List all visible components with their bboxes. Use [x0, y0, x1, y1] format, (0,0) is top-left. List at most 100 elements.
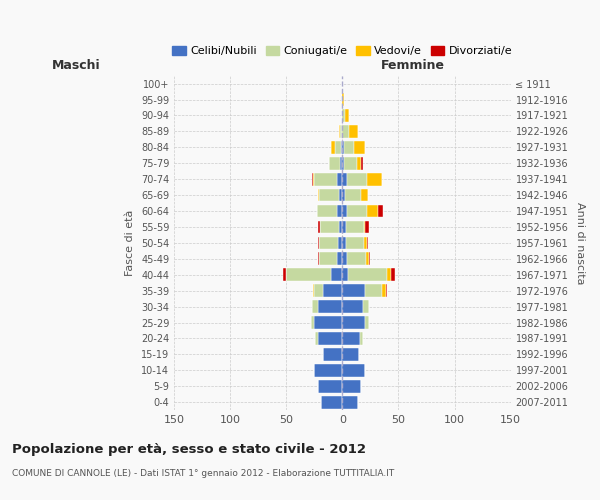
Bar [314, 316, 343, 329]
Bar [361, 157, 362, 170]
Bar [353, 141, 365, 154]
Bar [337, 173, 343, 186]
Bar [318, 300, 343, 313]
Bar [357, 157, 361, 170]
Bar [344, 141, 353, 154]
Bar [283, 268, 286, 281]
Bar [343, 268, 348, 281]
Bar [364, 236, 367, 250]
Bar [313, 173, 314, 186]
Bar [343, 380, 361, 392]
Bar [311, 316, 314, 329]
Bar [316, 332, 318, 345]
Bar [286, 268, 331, 281]
Text: Femmine: Femmine [381, 60, 445, 72]
Bar [343, 141, 344, 154]
Bar [343, 316, 365, 329]
Bar [364, 220, 365, 234]
Bar [339, 125, 340, 138]
Bar [318, 380, 343, 392]
Y-axis label: Fasce di età: Fasce di età [125, 210, 136, 276]
Bar [343, 204, 347, 218]
Bar [349, 125, 358, 138]
Bar [343, 252, 347, 265]
Bar [337, 252, 343, 265]
Bar [369, 252, 370, 265]
Text: COMUNE DI CANNOLE (LE) - Dati ISTAT 1° gennaio 2012 - Elaborazione TUTTITALIA.IT: COMUNE DI CANNOLE (LE) - Dati ISTAT 1° g… [12, 469, 394, 478]
Bar [382, 284, 386, 297]
Bar [314, 364, 343, 376]
Bar [329, 157, 340, 170]
Bar [343, 348, 359, 361]
Y-axis label: Anni di nascita: Anni di nascita [575, 202, 585, 284]
Bar [386, 284, 387, 297]
Bar [319, 236, 338, 250]
Bar [318, 220, 320, 234]
Bar [321, 396, 343, 408]
Bar [340, 157, 343, 170]
Bar [312, 300, 318, 313]
Legend: Celibi/Nubili, Coniugati/e, Vedovi/e, Divorziati/e: Celibi/Nubili, Coniugati/e, Vedovi/e, Di… [168, 41, 517, 60]
Bar [337, 204, 343, 218]
Bar [318, 236, 319, 250]
Bar [348, 268, 387, 281]
Text: Maschi: Maschi [52, 60, 101, 72]
Bar [338, 236, 343, 250]
Bar [340, 125, 343, 138]
Bar [312, 173, 313, 186]
Bar [367, 204, 378, 218]
Bar [317, 204, 337, 218]
Bar [343, 173, 347, 186]
Bar [320, 220, 339, 234]
Bar [378, 204, 383, 218]
Bar [343, 93, 344, 106]
Bar [343, 332, 361, 345]
Text: Popolazione per età, sesso e stato civile - 2012: Popolazione per età, sesso e stato civil… [12, 442, 366, 456]
Bar [365, 284, 382, 297]
Bar [343, 220, 346, 234]
Bar [346, 236, 364, 250]
Bar [346, 220, 364, 234]
Bar [343, 157, 344, 170]
Bar [344, 109, 349, 122]
Bar [323, 284, 343, 297]
Bar [367, 173, 382, 186]
Bar [347, 252, 366, 265]
Bar [347, 204, 367, 218]
Bar [365, 220, 369, 234]
Bar [343, 236, 346, 250]
Bar [314, 173, 337, 186]
Bar [362, 300, 369, 313]
Bar [387, 268, 391, 281]
Bar [343, 284, 365, 297]
Bar [331, 268, 343, 281]
Bar [343, 109, 344, 122]
Bar [343, 396, 358, 408]
Bar [361, 332, 362, 345]
Bar [318, 332, 343, 345]
Bar [344, 188, 361, 202]
Bar [341, 141, 343, 154]
Bar [343, 364, 365, 376]
Bar [313, 284, 314, 297]
Bar [318, 252, 319, 265]
Bar [366, 252, 369, 265]
Bar [391, 268, 395, 281]
Bar [343, 188, 344, 202]
Bar [347, 173, 367, 186]
Bar [319, 188, 339, 202]
Bar [339, 188, 343, 202]
Bar [361, 188, 368, 202]
Bar [335, 141, 341, 154]
Bar [323, 348, 343, 361]
Bar [339, 220, 343, 234]
Bar [343, 300, 362, 313]
Bar [331, 141, 335, 154]
Bar [319, 252, 337, 265]
Bar [314, 284, 323, 297]
Bar [367, 236, 368, 250]
Bar [343, 125, 349, 138]
Bar [318, 188, 319, 202]
Bar [365, 316, 369, 329]
Bar [344, 157, 357, 170]
